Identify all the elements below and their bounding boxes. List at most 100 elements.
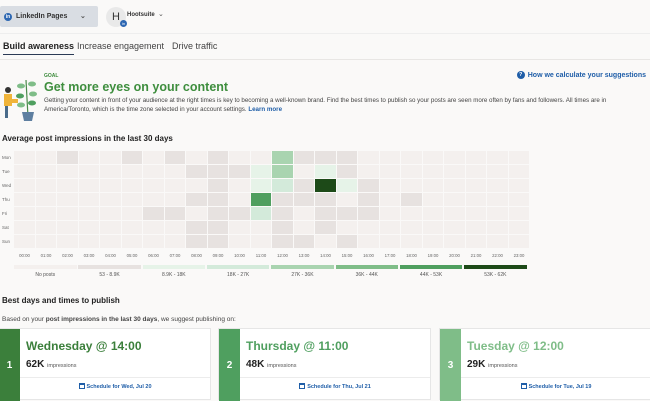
- heatmap-cell[interactable]: [358, 221, 379, 234]
- heatmap-cell[interactable]: [207, 235, 229, 248]
- heatmap-cell[interactable]: [57, 179, 78, 192]
- heatmap-cell[interactable]: [422, 235, 444, 248]
- heatmap-cell[interactable]: [14, 235, 35, 248]
- heatmap-cell[interactable]: [293, 165, 315, 178]
- account-name[interactable]: Hootsuite: [127, 12, 155, 18]
- heatmap-cell[interactable]: [207, 193, 229, 206]
- heatmap-cell[interactable]: [164, 165, 186, 178]
- heatmap-cell[interactable]: [315, 235, 336, 248]
- heatmap-cell[interactable]: [401, 165, 422, 178]
- heatmap-cell[interactable]: [401, 221, 422, 234]
- heatmap-cell[interactable]: [164, 151, 186, 164]
- heatmap-cell[interactable]: [78, 165, 100, 178]
- heatmap-cell[interactable]: [143, 235, 164, 248]
- heatmap-cell[interactable]: [143, 151, 164, 164]
- heatmap-cell[interactable]: [78, 193, 100, 206]
- heatmap-cell[interactable]: [78, 207, 100, 220]
- heatmap-cell[interactable]: [100, 179, 121, 192]
- heatmap-cell[interactable]: [315, 221, 336, 234]
- heatmap-cell[interactable]: [229, 165, 250, 178]
- heatmap-cell[interactable]: [229, 193, 250, 206]
- heatmap-cell[interactable]: [444, 193, 465, 206]
- heatmap-cell[interactable]: [315, 165, 336, 178]
- heatmap-cell[interactable]: [250, 179, 272, 192]
- heatmap-cell[interactable]: [35, 193, 57, 206]
- heatmap-cell[interactable]: [250, 151, 272, 164]
- heatmap-cell[interactable]: [272, 235, 293, 248]
- heatmap-cell[interactable]: [401, 179, 422, 192]
- heatmap-cell[interactable]: [487, 221, 508, 234]
- heatmap-cell[interactable]: [487, 151, 508, 164]
- heatmap-cell[interactable]: [207, 165, 229, 178]
- heatmap-cell[interactable]: [444, 235, 465, 248]
- heatmap-cell[interactable]: [207, 207, 229, 220]
- heatmap-cell[interactable]: [465, 151, 487, 164]
- heatmap-cell[interactable]: [121, 151, 143, 164]
- heatmap-cell[interactable]: [272, 179, 293, 192]
- heatmap-cell[interactable]: [487, 193, 508, 206]
- heatmap-cell[interactable]: [379, 165, 401, 178]
- heatmap-cell[interactable]: [293, 235, 315, 248]
- heatmap-cell[interactable]: [422, 193, 444, 206]
- linkedin-pages-dropdown[interactable]: in LinkedIn Pages ⌄: [0, 6, 98, 27]
- heatmap-cell[interactable]: [379, 235, 401, 248]
- heatmap-cell[interactable]: [57, 193, 78, 206]
- heatmap-cell[interactable]: [14, 179, 35, 192]
- heatmap-cell[interactable]: [272, 221, 293, 234]
- heatmap-cell[interactable]: [358, 179, 379, 192]
- heatmap-cell[interactable]: [465, 179, 487, 192]
- heatmap-cell[interactable]: [336, 221, 358, 234]
- heatmap-cell[interactable]: [14, 207, 35, 220]
- heatmap-cell[interactable]: [336, 165, 358, 178]
- heatmap-cell[interactable]: [14, 221, 35, 234]
- heatmap-cell[interactable]: [272, 193, 293, 206]
- heatmap-cell[interactable]: [35, 165, 57, 178]
- heatmap-cell[interactable]: [250, 235, 272, 248]
- heatmap-cell[interactable]: [315, 179, 336, 192]
- heatmap-cell[interactable]: [143, 221, 164, 234]
- heatmap-cell[interactable]: [315, 151, 336, 164]
- heatmap-cell[interactable]: [336, 193, 358, 206]
- heatmap-cell[interactable]: [57, 221, 78, 234]
- heatmap-cell[interactable]: [358, 235, 379, 248]
- heatmap-cell[interactable]: [100, 151, 121, 164]
- heatmap-cell[interactable]: [444, 207, 465, 220]
- heatmap-cell[interactable]: [121, 193, 143, 206]
- heatmap-cell[interactable]: [401, 193, 422, 206]
- heatmap-cell[interactable]: [487, 165, 508, 178]
- heatmap-cell[interactable]: [465, 193, 487, 206]
- heatmap-cell[interactable]: [14, 151, 35, 164]
- heatmap-cell[interactable]: [35, 235, 57, 248]
- heatmap-cell[interactable]: [164, 179, 186, 192]
- heatmap-cell[interactable]: [229, 221, 250, 234]
- heatmap-cell[interactable]: [379, 179, 401, 192]
- heatmap-cell[interactable]: [250, 193, 272, 206]
- heatmap-cell[interactable]: [186, 193, 207, 206]
- heatmap-cell[interactable]: [100, 165, 121, 178]
- heatmap-cell[interactable]: [57, 165, 78, 178]
- heatmap-cell[interactable]: [57, 207, 78, 220]
- heatmap-cell[interactable]: [272, 207, 293, 220]
- heatmap-cell[interactable]: [186, 235, 207, 248]
- heatmap-cell[interactable]: [229, 235, 250, 248]
- heatmap-cell[interactable]: [487, 179, 508, 192]
- heatmap-cell[interactable]: [186, 207, 207, 220]
- heatmap-cell[interactable]: [229, 179, 250, 192]
- heatmap-cell[interactable]: [444, 151, 465, 164]
- heatmap-cell[interactable]: [207, 179, 229, 192]
- heatmap-cell[interactable]: [14, 193, 35, 206]
- heatmap-cell[interactable]: [164, 207, 186, 220]
- heatmap-cell[interactable]: [315, 193, 336, 206]
- heatmap-cell[interactable]: [143, 207, 164, 220]
- heatmap-cell[interactable]: [186, 165, 207, 178]
- heatmap-cell[interactable]: [422, 179, 444, 192]
- heatmap-cell[interactable]: [422, 151, 444, 164]
- heatmap-cell[interactable]: [35, 151, 57, 164]
- heatmap-cell[interactable]: [272, 151, 293, 164]
- tab-drive-traffic[interactable]: Drive traffic: [172, 41, 218, 51]
- account-chevron-icon[interactable]: ⌄: [158, 11, 164, 18]
- heatmap-cell[interactable]: [336, 151, 358, 164]
- heatmap-cell[interactable]: [121, 221, 143, 234]
- heatmap-cell[interactable]: [100, 221, 121, 234]
